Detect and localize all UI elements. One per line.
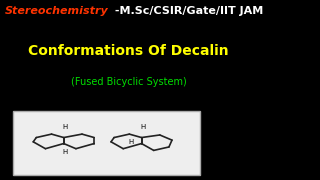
Text: -M.Sc/CSIR/Gate/IIT JAM: -M.Sc/CSIR/Gate/IIT JAM bbox=[111, 6, 264, 16]
Text: (Fused Bicyclic System): (Fused Bicyclic System) bbox=[71, 78, 187, 87]
Text: Conformations Of Decalin: Conformations Of Decalin bbox=[28, 44, 229, 58]
Text: H: H bbox=[63, 123, 68, 129]
Text: Stereochemistry: Stereochemistry bbox=[5, 6, 109, 16]
Text: H: H bbox=[63, 149, 68, 155]
FancyBboxPatch shape bbox=[13, 111, 200, 175]
Text: H: H bbox=[140, 123, 146, 129]
Text: H: H bbox=[128, 139, 133, 145]
